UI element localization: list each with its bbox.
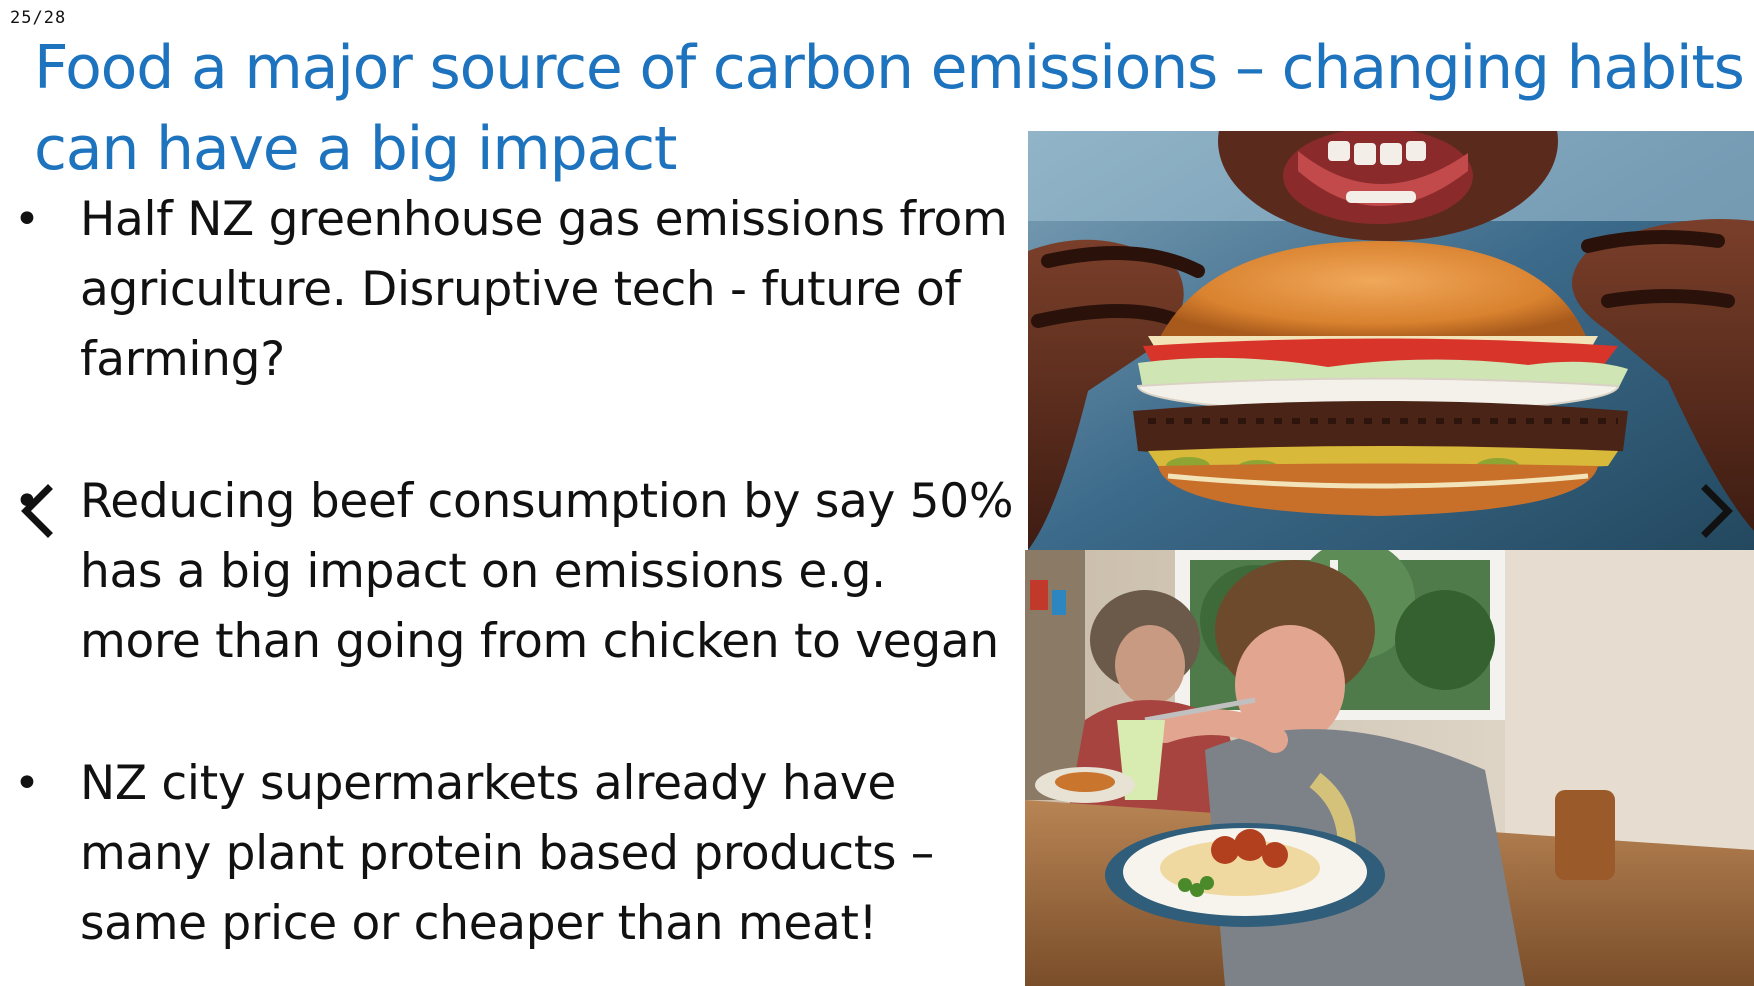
next-slide-button[interactable]: [1692, 481, 1742, 541]
bullet-item: • Half NZ greenhouse gas emissions from …: [0, 185, 1020, 395]
bullet-item: • Reducing beef consumption by say 50% h…: [0, 467, 1020, 677]
family-dinner-photo: [1025, 550, 1754, 986]
slide-title: Food a major source of carbon emissions …: [34, 33, 1745, 184]
slide-counter: 25/28: [10, 8, 67, 28]
chevron-right-icon: [1701, 484, 1733, 538]
bullet-text: Half NZ greenhouse gas emissions from ag…: [80, 192, 1008, 387]
dinner-illustration: [1025, 550, 1754, 986]
bullet-item: • NZ city supermarkets already have many…: [0, 749, 1020, 959]
bullet-list: • Half NZ greenhouse gas emissions from …: [0, 185, 1020, 986]
bullet-dot-icon: •: [14, 194, 40, 245]
burger-illustration: [1028, 131, 1754, 550]
prev-slide-button[interactable]: [12, 481, 62, 541]
bullet-text: NZ city supermarkets already have many p…: [80, 756, 934, 951]
burger-photo: [1028, 131, 1754, 550]
bullet-dot-icon: •: [14, 758, 40, 809]
bullet-text: Reducing beef consumption by say 50% has…: [80, 474, 1014, 669]
chevron-left-icon: [21, 484, 53, 538]
